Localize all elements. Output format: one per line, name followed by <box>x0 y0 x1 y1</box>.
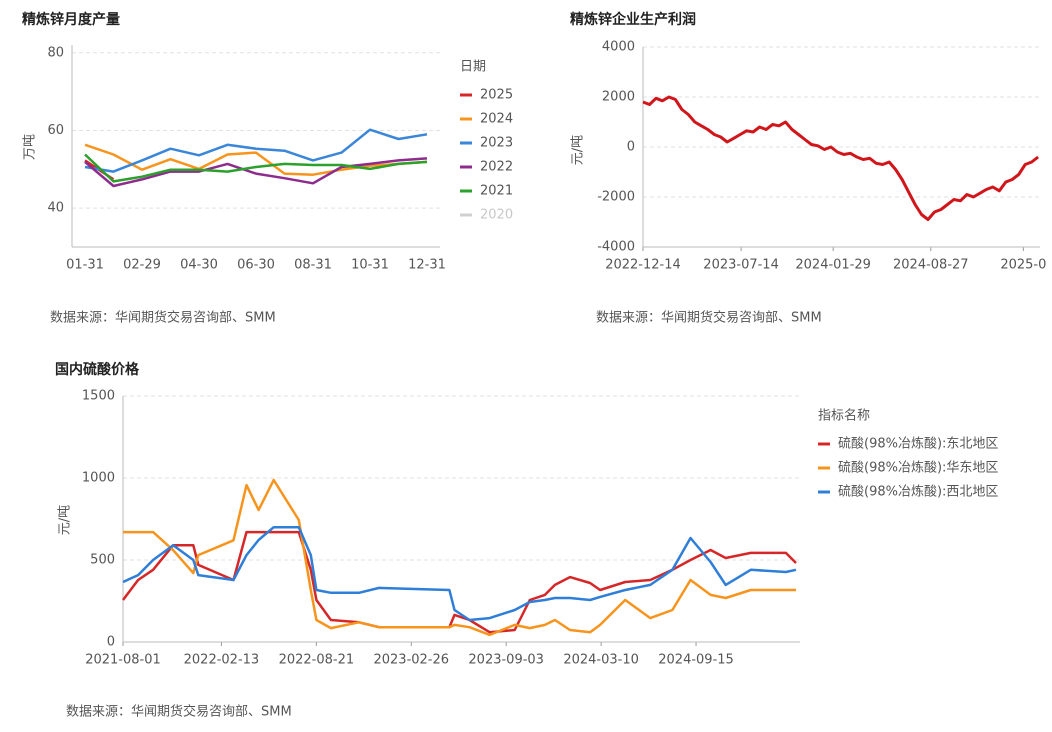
y-axis-label: 元/吨 <box>571 135 586 165</box>
legend-label: 2024 <box>480 112 513 127</box>
y-tick-label: 500 <box>90 553 115 568</box>
data-line <box>84 128 428 173</box>
x-tick-label: 2022-08-21 <box>279 653 355 668</box>
data-line <box>84 157 428 188</box>
source-note: 数据来源：华闻期货交易咨询部、SMM <box>66 704 292 720</box>
y-tick-label: -4000 <box>597 240 635 255</box>
x-tick-label: 12-31 <box>408 258 446 273</box>
y-tick-label: 1000 <box>82 471 115 486</box>
x-tick-label: 02-29 <box>123 258 161 273</box>
x-tick-label: 08-31 <box>294 258 332 273</box>
data-line <box>84 153 428 183</box>
x-tick-label: 01-31 <box>66 258 104 273</box>
data-line <box>122 525 797 622</box>
y-tick-label: 1500 <box>82 389 115 404</box>
x-tick-label: 2022-02-13 <box>184 653 260 668</box>
y-tick-label: 80 <box>47 45 64 60</box>
legend-label: 硫酸(98%冶炼酸):东北地区 <box>838 437 998 452</box>
x-tick-label: 10-31 <box>351 258 389 273</box>
x-tick-label: 2024-09-15 <box>658 653 734 668</box>
x-tick-label: 2021-08-01 <box>85 653 161 668</box>
chart-title: 精炼锌月度产量 <box>22 11 120 28</box>
data-line <box>84 143 428 176</box>
y-tick-label: 0 <box>627 140 635 155</box>
source-note: 数据来源：华闻期货交易咨询部、SMM <box>50 310 276 326</box>
legend-label: 2021 <box>480 184 513 199</box>
y-axis-label: 元/吨 <box>58 505 73 535</box>
x-tick-label: 06-30 <box>237 258 275 273</box>
y-tick-label: 40 <box>47 201 64 216</box>
x-tick-label: 2024-01-29 <box>795 258 871 273</box>
legend-label: 硫酸(98%冶炼酸):华东地区 <box>838 461 998 476</box>
y-tick-label: 0 <box>107 635 115 650</box>
source-note: 数据来源：华闻期货交易咨询部、SMM <box>596 310 822 326</box>
y-tick-label: -2000 <box>597 190 635 205</box>
legend-title: 指标名称 <box>818 408 870 424</box>
y-tick-label: 4000 <box>602 40 635 55</box>
x-tick-label: 04-30 <box>180 258 218 273</box>
y-tick-label: 2000 <box>602 90 635 105</box>
chart-title: 精炼锌企业生产利润 <box>570 11 696 28</box>
data-line <box>123 478 796 637</box>
data-line <box>122 530 797 634</box>
legend-label: 2023 <box>480 136 513 151</box>
x-tick-label: 2025-0 <box>1000 258 1046 273</box>
x-tick-label: 2024-08-27 <box>893 258 969 273</box>
x-tick-label: 2023-09-03 <box>468 653 544 668</box>
x-tick-label: 2023-02-26 <box>373 653 449 668</box>
y-tick-label: 60 <box>47 123 64 138</box>
x-tick-label: 2023-07-14 <box>703 258 779 273</box>
legend-label: 2025 <box>480 88 513 103</box>
x-tick-label: 2022-12-14 <box>605 258 681 273</box>
data-line <box>642 95 1040 221</box>
legend-label: 2020 <box>480 208 513 223</box>
legend-label: 2022 <box>480 160 513 175</box>
legend-title: 日期 <box>460 60 486 75</box>
legend-label: 硫酸(98%冶炼酸):西北地区 <box>838 485 998 500</box>
y-axis-label: 万吨 <box>23 134 38 160</box>
x-tick-label: 2024-03-10 <box>563 653 639 668</box>
chart-title: 国内硫酸价格 <box>55 361 140 378</box>
